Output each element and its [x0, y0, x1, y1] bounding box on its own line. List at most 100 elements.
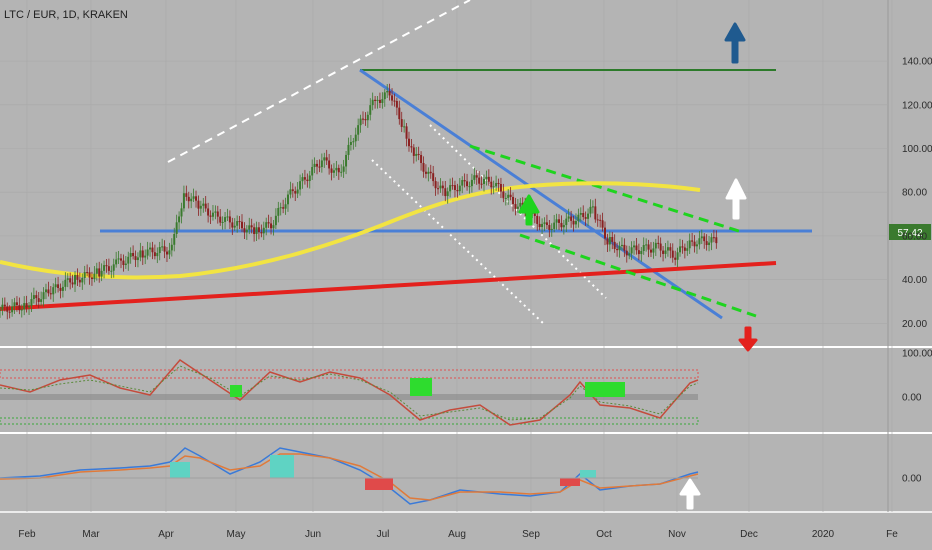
candle-body [403, 126, 406, 128]
candle-body [296, 189, 299, 194]
candle-body [483, 178, 485, 184]
candle-body [645, 244, 648, 246]
candle-body [570, 216, 573, 221]
candle-body [487, 176, 490, 182]
candle-body [507, 194, 510, 198]
candle-body [601, 220, 604, 228]
candle-body [611, 237, 614, 242]
candle-body [633, 245, 636, 248]
candle-body [698, 238, 701, 245]
signal-line [0, 453, 699, 501]
candle-body [405, 126, 408, 139]
candle-body [686, 248, 689, 251]
candle-body [340, 171, 343, 173]
lower-channel-dotted-line-2 [429, 124, 607, 299]
candle-body [553, 222, 556, 229]
candle-body [228, 216, 231, 223]
time-tick-label[interactable]: Nov [668, 529, 686, 540]
candle-body [286, 194, 289, 205]
candle-body [204, 203, 207, 209]
candle-body [703, 236, 706, 242]
time-tick-label[interactable]: 2020 [812, 529, 835, 540]
candle-body [679, 246, 682, 253]
oscillator-tick-label: 100.00 [902, 349, 932, 360]
candle-body [407, 138, 410, 147]
candle-body [93, 273, 96, 279]
time-axis[interactable]: Feb Mar Apr May Jun Jul Aug Sep Oct Nov Dec 2020 Fe [18, 529, 898, 540]
candle-body [233, 225, 236, 228]
candle-body [66, 278, 69, 280]
macd-hist-negative-1 [365, 478, 393, 490]
candle-body [688, 240, 691, 249]
time-tick-label[interactable]: Sep [522, 529, 540, 540]
candle-body [316, 163, 319, 167]
time-tick-label[interactable]: Aug [448, 529, 466, 540]
candle-body [620, 244, 623, 247]
candle-body [669, 247, 672, 251]
candle-body [637, 250, 640, 255]
candle-body [95, 268, 98, 274]
candle-body [18, 305, 21, 311]
candle-body [112, 264, 115, 271]
candle-body [3, 304, 6, 307]
candle-body [618, 246, 621, 251]
candle-body [594, 206, 597, 220]
candle-body [0, 309, 1, 311]
time-tick-label[interactable]: Oct [596, 529, 612, 540]
time-tick-label[interactable]: Feb [18, 529, 36, 540]
candle-body [490, 181, 493, 188]
candle-body [391, 95, 394, 101]
candle-body [221, 221, 224, 223]
candle-body [190, 198, 193, 202]
candle-body [103, 265, 106, 271]
candle-body [453, 185, 456, 191]
candle-body [199, 205, 202, 209]
candle-body [117, 258, 120, 260]
time-tick-label[interactable]: Jul [377, 529, 390, 540]
moving-average-line [0, 181, 701, 280]
candle-body [536, 215, 539, 224]
candle-body [107, 266, 110, 271]
candle-body [415, 153, 418, 156]
candle-body [11, 306, 14, 313]
candle-body [437, 188, 440, 190]
time-tick-label[interactable]: Apr [158, 529, 174, 540]
up-arrow-green-icon [518, 194, 540, 226]
candle-body [577, 214, 580, 222]
candle-body [267, 222, 270, 224]
candle-body [20, 309, 23, 311]
candle-body [192, 196, 195, 199]
candle-body [49, 293, 52, 295]
candle-body [640, 250, 643, 255]
candle-body [231, 222, 234, 228]
candle-body [253, 227, 256, 235]
candle-body [349, 141, 352, 145]
oversold-band [0, 417, 699, 425]
candle-body [182, 193, 185, 209]
time-tick-label[interactable]: May [227, 529, 246, 540]
price-tick-label: 60.00 [902, 231, 927, 242]
macd-hist-positive-3 [580, 470, 596, 478]
candle-body [30, 299, 33, 306]
candle-body [136, 257, 139, 261]
candle-body [100, 270, 103, 277]
candle-body [362, 118, 364, 120]
time-tick-label[interactable]: Jun [305, 529, 321, 540]
price-tick-label: 100.00 [902, 144, 932, 155]
candle-body [422, 162, 425, 172]
candle-body [274, 215, 277, 226]
time-tick-label[interactable]: Fe [886, 529, 898, 540]
candle-body [64, 279, 67, 287]
candle-body [572, 220, 575, 225]
candle-body [579, 213, 582, 215]
candle-body [161, 246, 164, 248]
price-tick-label: 140.00 [902, 57, 932, 68]
time-tick-label[interactable]: Dec [740, 529, 758, 540]
oscillator-green-block-1 [230, 385, 242, 397]
candle-body [54, 284, 57, 288]
candle-body [149, 247, 152, 250]
candle-body [543, 222, 546, 224]
time-tick-label[interactable]: Mar [82, 529, 100, 540]
candle-body [289, 189, 292, 195]
